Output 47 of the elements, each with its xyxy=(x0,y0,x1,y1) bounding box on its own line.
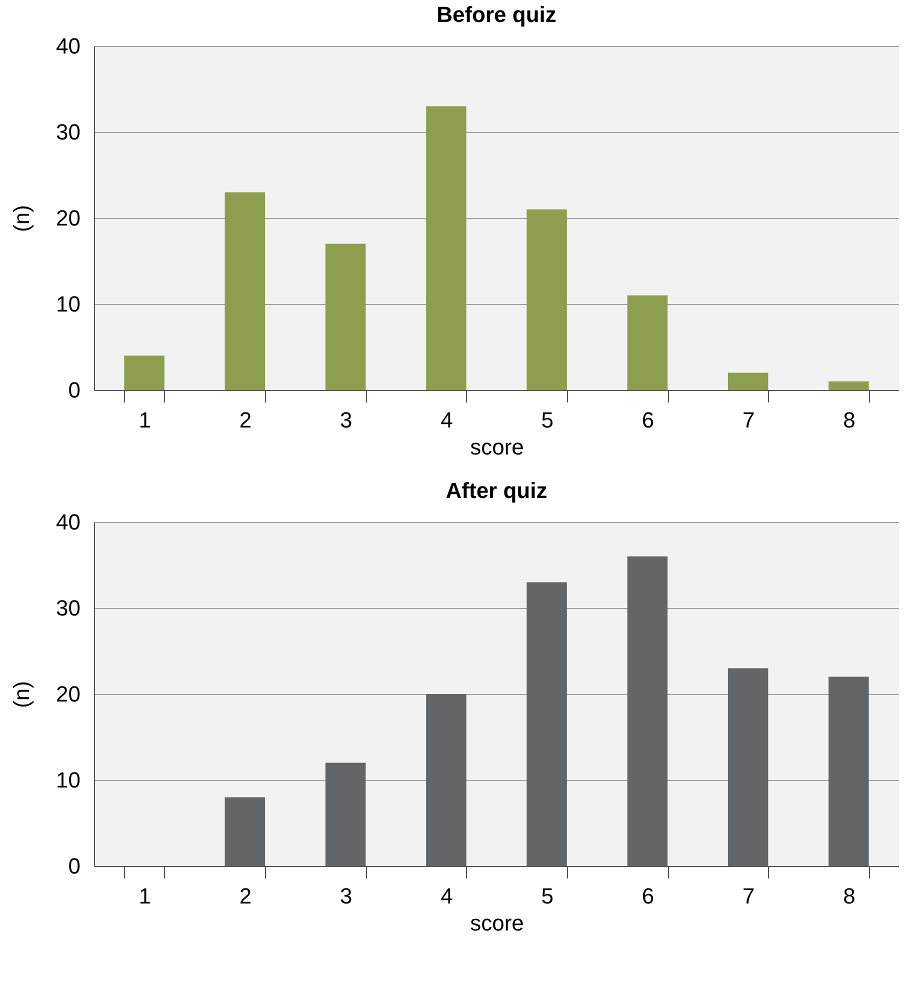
y-tick-label: 0 xyxy=(68,378,80,402)
bar xyxy=(224,192,266,390)
y-axis-title: (n) xyxy=(9,681,34,708)
y-tick-label: 20 xyxy=(56,206,80,230)
x-tick-label: 8 xyxy=(843,884,856,908)
y-tick-label: 30 xyxy=(56,120,80,144)
bar xyxy=(627,556,668,866)
x-tick-label: 2 xyxy=(239,408,252,432)
bar xyxy=(828,381,869,390)
x-tick-label: 5 xyxy=(541,408,554,432)
y-tick-label: 30 xyxy=(56,596,80,620)
x-tick-label: 3 xyxy=(340,408,352,432)
x-tick-label: 4 xyxy=(440,408,453,432)
bar xyxy=(325,244,366,390)
y-axis-title: (n) xyxy=(9,205,34,232)
bar xyxy=(426,106,466,390)
x-tick-label: 8 xyxy=(843,408,856,432)
bar xyxy=(728,372,768,390)
y-tick-label: 0 xyxy=(68,854,80,878)
bar xyxy=(124,356,164,390)
x-tick-label: 7 xyxy=(742,884,755,908)
chart-title: Before quiz xyxy=(436,2,556,27)
x-axis-title: score xyxy=(470,910,524,936)
bar xyxy=(224,797,266,866)
bar xyxy=(828,676,869,866)
y-tick-label: 40 xyxy=(56,34,80,58)
x-tick-label: 1 xyxy=(138,884,151,908)
x-tick-label: 6 xyxy=(642,884,654,908)
y-tick-label: 10 xyxy=(56,768,80,792)
x-axis-title: score xyxy=(470,434,524,460)
y-tick-label: 10 xyxy=(56,292,80,316)
x-tick-label: 4 xyxy=(440,884,453,908)
bar xyxy=(526,582,567,866)
y-tick-label: 40 xyxy=(56,510,80,534)
bar xyxy=(325,762,366,866)
chart-title: After quiz xyxy=(446,478,548,503)
y-tick-label: 20 xyxy=(56,682,80,706)
x-tick-label: 2 xyxy=(239,884,252,908)
bar xyxy=(526,209,567,390)
x-tick-label: 1 xyxy=(138,408,151,432)
x-tick-label: 6 xyxy=(642,408,654,432)
bar xyxy=(627,295,668,390)
x-tick-label: 7 xyxy=(742,408,755,432)
bar xyxy=(426,694,466,866)
bar xyxy=(728,668,768,866)
x-tick-label: 5 xyxy=(541,884,554,908)
x-tick-label: 3 xyxy=(340,884,352,908)
